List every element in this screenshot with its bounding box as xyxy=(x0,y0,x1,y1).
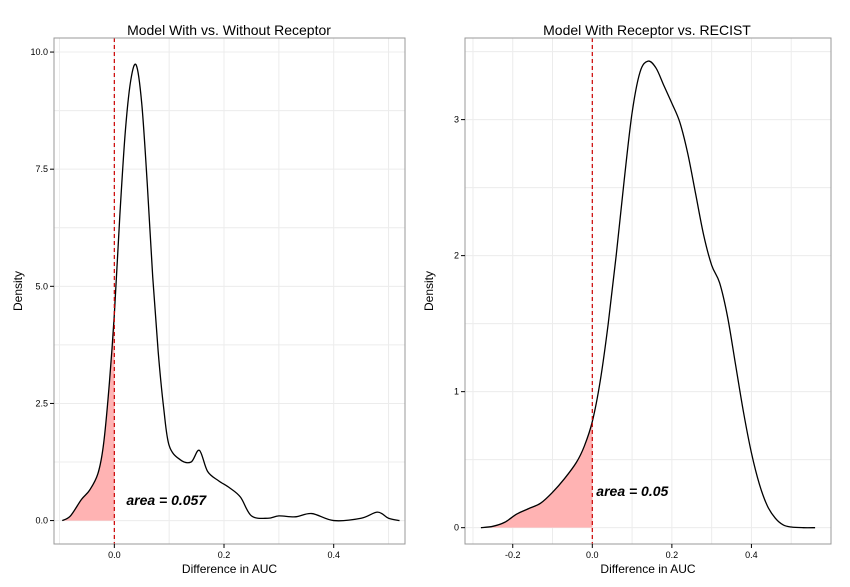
x-axis-title: Difference in AUC xyxy=(600,562,695,576)
x-tick-label: -0.2 xyxy=(505,550,521,560)
y-axis-title: Density xyxy=(422,271,436,311)
y-tick-label: 10.0 xyxy=(30,47,48,57)
area-annotation: area = 0.057 xyxy=(126,492,207,508)
x-axis-title: Difference in AUC xyxy=(182,562,277,576)
y-tick-label: 0 xyxy=(454,523,459,533)
x-tick-label: 0.0 xyxy=(108,550,121,560)
chart-title: Model With Receptor vs. RECIST xyxy=(543,22,751,38)
y-tick-label: 5.0 xyxy=(35,281,48,291)
density-curve xyxy=(61,63,400,522)
plot-area xyxy=(465,38,831,544)
x-tick-label: 0.4 xyxy=(327,550,340,560)
y-tick-label: 2.5 xyxy=(35,398,48,408)
x-tick-label: 0.2 xyxy=(218,550,231,560)
panel-border xyxy=(464,37,832,545)
y-tick-label: 0.0 xyxy=(35,516,48,526)
density-curve xyxy=(480,60,816,529)
shaded-area xyxy=(480,421,593,528)
chart-title: Model With vs. Without Receptor xyxy=(127,22,331,38)
panel-border xyxy=(53,37,406,545)
y-tick-label: 7.5 xyxy=(35,164,48,174)
x-tick-label: 0.4 xyxy=(745,550,758,560)
x-tick-label: 0.2 xyxy=(666,550,679,560)
chart-panel-2: 0 1 2 3 -0.2 0.0 0.2 0.4 Model With Receptor vs.… xyxy=(422,22,832,576)
shaded-area xyxy=(62,314,115,521)
y-tick-label: 3 xyxy=(454,115,459,125)
y-tick-label: 1 xyxy=(454,387,459,397)
area-annotation: area = 0.05 xyxy=(596,483,668,499)
y-axis-title: Density xyxy=(11,271,25,311)
chart-panel-1: 0.0 2.5 5.0 7.5 10.0 0.0 0.2 0.4 Model With vs. … xyxy=(11,22,406,576)
y-tick-label: 2 xyxy=(454,251,459,261)
x-tick-label: 0.0 xyxy=(586,550,599,560)
